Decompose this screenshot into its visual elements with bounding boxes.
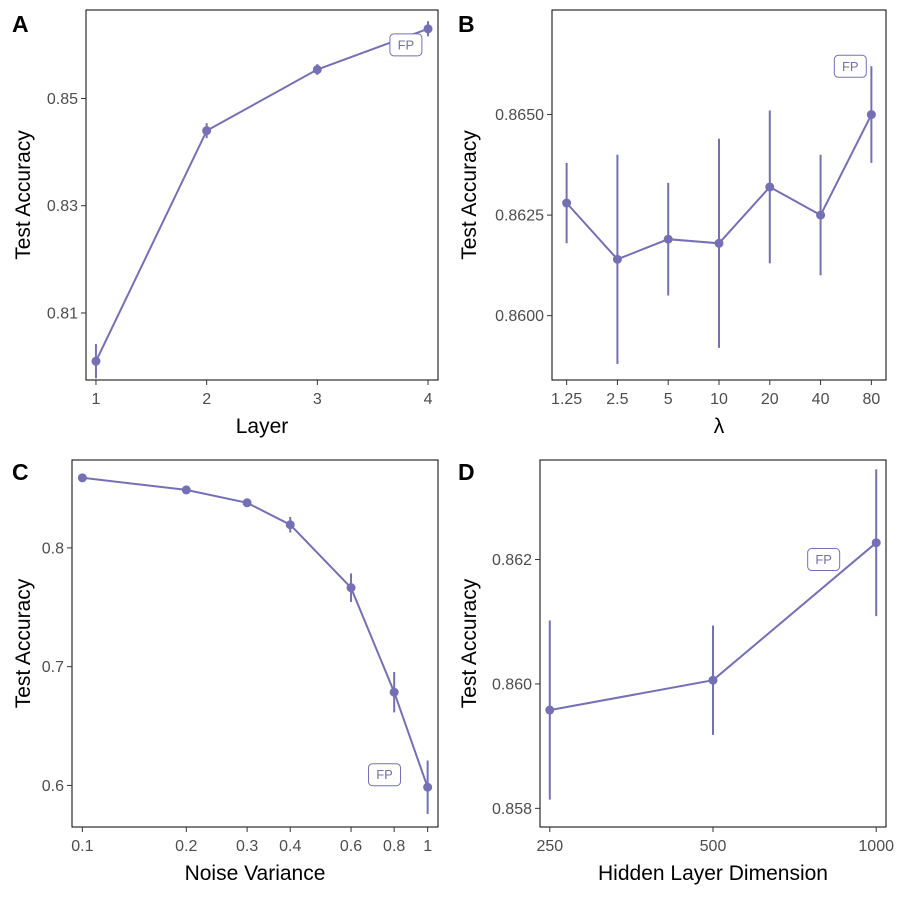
- panel-label: C: [12, 459, 29, 485]
- data-point: [765, 182, 775, 192]
- data-point: [423, 24, 433, 34]
- fp-annotation-text: FP: [815, 552, 832, 567]
- x-tick-label: 0.2: [175, 838, 197, 855]
- data-point: [423, 782, 433, 792]
- panel-label: A: [12, 11, 29, 37]
- y-tick-label: 0.8625: [495, 208, 544, 225]
- data-point: [91, 356, 101, 366]
- x-tick-label: 0.1: [71, 838, 93, 855]
- panel-a: A 1 2 3 4 0.81 0.83 0.85 Layer Test Accuracy FP: [12, 9, 439, 438]
- data-point: [866, 110, 876, 120]
- x-axis-title: Noise Variance: [185, 862, 326, 885]
- x-tick-label: 250: [536, 838, 563, 855]
- x-tick-label: 1: [92, 391, 101, 408]
- fp-annotation: FP: [807, 548, 841, 572]
- x-tick-label: 0.6: [340, 838, 362, 855]
- y-tick-label: 0.6: [42, 778, 64, 795]
- x-axis-title: Hidden Layer Dimension: [598, 862, 828, 885]
- x-tick-label: 10: [710, 391, 728, 408]
- x-tick-label: 3: [313, 391, 322, 408]
- x-tick-label: 1000: [858, 838, 894, 855]
- x-axis-title: Layer: [236, 415, 289, 438]
- data-point: [389, 687, 399, 697]
- data-point: [77, 473, 87, 483]
- panel-d: D 250 500 1000 0.858 0.860 0.862 Hidden Layer D…: [458, 459, 894, 885]
- y-tick-label: 0.862: [492, 552, 532, 569]
- fp-annotation-box: [368, 763, 402, 787]
- y-axis-title: Test Accuracy: [12, 578, 35, 708]
- data-point: [285, 520, 295, 530]
- series-line: [82, 476, 429, 788]
- x-tick-label: 40: [812, 391, 830, 408]
- fp-annotation-box: [807, 548, 841, 572]
- y-tick-label: 0.858: [492, 801, 532, 818]
- fp-annotation-box: [833, 54, 867, 78]
- data-point: [663, 234, 673, 244]
- y-tick-label: 0.860: [492, 676, 532, 693]
- panel-label: D: [458, 459, 475, 485]
- x-tick-label: 2.5: [606, 391, 628, 408]
- data-point: [202, 126, 212, 136]
- x-tick-label: 5: [664, 391, 673, 408]
- x-tick-label: 1: [423, 838, 432, 855]
- y-tick-label: 0.8600: [495, 308, 544, 325]
- data-point: [714, 238, 724, 248]
- x-tick-label: 20: [761, 391, 779, 408]
- fp-annotation: FP: [833, 54, 867, 78]
- data-point: [562, 198, 572, 208]
- y-axis-title: Test Accuracy: [458, 130, 481, 260]
- fp-annotation: FP: [368, 763, 402, 787]
- data-point: [545, 705, 555, 715]
- x-tick-label: 80: [862, 391, 880, 408]
- x-tick-label: 1.25: [551, 391, 582, 408]
- x-axis-title: λ: [714, 415, 725, 438]
- x-tick-label: 2: [202, 391, 211, 408]
- data-point: [181, 485, 191, 495]
- x-tick-label: 500: [700, 838, 727, 855]
- panel-c: C 0.1 0.2 0.3 0.4 0.6 0.8 1 0.6 0.7 0.8 Noise Varia…: [12, 459, 439, 885]
- data-point: [312, 65, 322, 75]
- series-line: [95, 27, 429, 362]
- y-tick-label: 0.81: [47, 305, 78, 322]
- fp-annotation-text: FP: [842, 59, 859, 74]
- panel-b: B 1.25 2.5 5 10 20 40 80 0.8600 0.8625 0.8650 λ Test…: [458, 9, 887, 438]
- x-tick-label: 4: [424, 391, 433, 408]
- y-axis-title: Test Accuracy: [12, 130, 35, 260]
- y-tick-label: 0.85: [47, 91, 78, 108]
- data-point: [708, 675, 718, 685]
- data-point: [612, 254, 622, 264]
- y-tick-label: 0.8: [42, 540, 64, 557]
- x-tick-label: 0.4: [279, 838, 301, 855]
- fp-annotation-box: [389, 33, 423, 57]
- fp-annotation-text: FP: [398, 37, 415, 52]
- x-tick-label: 0.8: [383, 838, 405, 855]
- panel-label: B: [458, 11, 475, 37]
- y-axis-title: Test Accuracy: [458, 578, 481, 708]
- fp-annotation-text: FP: [376, 767, 393, 782]
- x-tick-label: 0.3: [236, 838, 258, 855]
- y-tick-label: 0.8650: [495, 107, 544, 124]
- plot-frame: [85, 9, 439, 381]
- fp-annotation: FP: [389, 33, 423, 57]
- y-tick-label: 0.83: [47, 198, 78, 215]
- plot-frame: [71, 459, 439, 828]
- data-point: [871, 538, 881, 548]
- data-point: [816, 210, 826, 220]
- data-point: [242, 498, 252, 508]
- y-tick-label: 0.7: [42, 659, 64, 676]
- data-point: [346, 583, 356, 593]
